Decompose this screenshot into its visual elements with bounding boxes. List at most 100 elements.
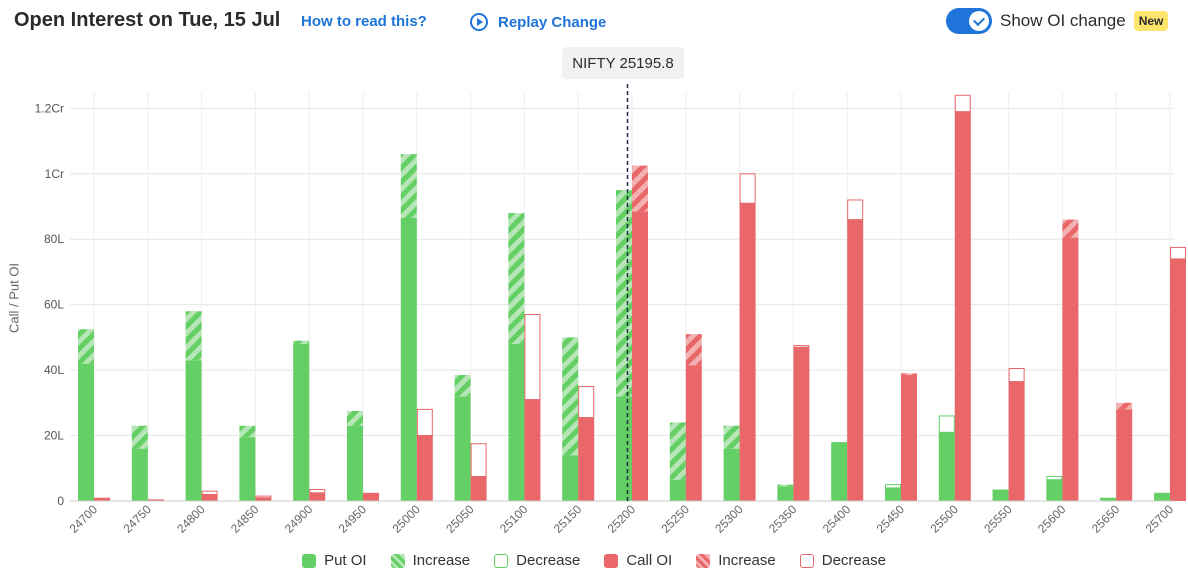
call-oi-decrease-bar[interactable]	[739, 173, 756, 204]
legend-item-put-solid[interactable]: Put OI	[302, 552, 367, 569]
call-oi-bar[interactable]	[632, 211, 648, 502]
call-oi-bar[interactable]	[1116, 409, 1133, 501]
show-oi-change-toggle[interactable]	[946, 8, 992, 34]
put-oi-bar[interactable]	[508, 343, 525, 501]
call-oi-decrease-bar[interactable]	[255, 495, 272, 499]
call-oi-decrease-bar[interactable]	[309, 489, 326, 494]
put-oi-increase-bar[interactable]	[616, 190, 632, 397]
call-oi-bar[interactable]	[847, 219, 864, 501]
put-oi-bar[interactable]	[131, 448, 148, 501]
call-oi-bar[interactable]	[416, 435, 433, 501]
legend-item-call-decrease[interactable]: Decrease	[799, 552, 886, 569]
call-oi-increase-bar[interactable]	[1062, 219, 1079, 238]
put-oi-increase-bar[interactable]	[508, 213, 525, 344]
call-oi-bar[interactable]	[255, 497, 272, 501]
call-oi-decrease-bar[interactable]	[793, 345, 810, 348]
put-oi-bar[interactable]	[78, 363, 94, 501]
call-oi-decrease-bar[interactable]	[524, 313, 541, 401]
call-oi-bar[interactable]	[1008, 381, 1025, 501]
legend-item-put-decrease[interactable]: Decrease	[494, 552, 580, 569]
call-oi-increase-bar[interactable]	[901, 373, 917, 376]
call-oi-decrease-bar[interactable]	[578, 385, 595, 419]
call-oi-decrease-bar[interactable]	[1170, 246, 1186, 260]
call-oi-bar[interactable]	[201, 494, 218, 501]
put-oi-increase-bar[interactable]	[131, 425, 148, 449]
put-oi-increase-bar[interactable]	[239, 425, 256, 438]
put-oi-bar[interactable]	[454, 396, 471, 501]
call-oi-bar[interactable]	[470, 476, 487, 501]
x-tick-label: 25700	[1143, 502, 1177, 536]
put-oi-bar[interactable]	[1154, 492, 1170, 501]
legend-item-put-increase[interactable]: Increase	[390, 552, 471, 569]
put-oi-bar[interactable]	[1046, 479, 1063, 501]
put-oi-bar[interactable]	[669, 479, 686, 501]
put-oi-bar[interactable]	[185, 360, 202, 501]
put-oi-increase-bar[interactable]	[185, 311, 202, 361]
call-oi-decrease-bar[interactable]	[416, 408, 433, 437]
put-oi-bar[interactable]	[293, 343, 310, 501]
y-tick-label: 40L	[44, 363, 64, 377]
call-oi-bar[interactable]	[309, 492, 326, 501]
call-oi-bar[interactable]	[1062, 237, 1079, 501]
call-oi-bar[interactable]	[94, 497, 110, 501]
call-oi-bar[interactable]	[147, 499, 164, 501]
call-oi-bar[interactable]	[363, 492, 379, 501]
call-oi-bar[interactable]	[578, 417, 595, 501]
put-oi-decrease-bar[interactable]	[938, 415, 955, 433]
legend-item-call-solid[interactable]: Call OI	[604, 552, 672, 569]
put-oi-increase-bar[interactable]	[400, 154, 417, 218]
call-oi-decrease-bar[interactable]	[847, 199, 864, 221]
call-oi-bar[interactable]	[524, 399, 541, 501]
put-oi-bar[interactable]	[1100, 497, 1117, 501]
put-oi-bar[interactable]	[992, 489, 1009, 501]
call-oi-increase-bar[interactable]	[632, 165, 648, 212]
call-oi-decrease-bar[interactable]	[470, 443, 487, 477]
call-oi-bar[interactable]	[954, 111, 971, 501]
put-oi-increase-bar[interactable]	[78, 329, 94, 364]
put-oi-bar[interactable]	[831, 442, 848, 501]
replay-change-label: Replay Change	[498, 13, 607, 31]
put-oi-bar[interactable]	[885, 487, 901, 501]
put-oi-decrease-bar[interactable]	[1046, 475, 1063, 481]
put-oi-bar[interactable]	[562, 455, 579, 501]
legend-swatch	[696, 553, 711, 568]
call-oi-bar[interactable]	[685, 365, 702, 501]
legend-label: Increase	[412, 552, 471, 569]
put-oi-increase-bar[interactable]	[562, 337, 579, 456]
put-oi-bar[interactable]	[616, 396, 632, 501]
put-oi-increase-bar[interactable]	[293, 340, 310, 344]
put-oi-decrease-bar[interactable]	[885, 484, 901, 489]
call-oi-decrease-bar[interactable]	[201, 490, 218, 495]
put-oi-increase-bar[interactable]	[669, 422, 686, 480]
call-oi-bar[interactable]	[739, 203, 756, 502]
put-oi-increase-bar[interactable]	[723, 425, 740, 449]
put-oi-increase-bar[interactable]	[347, 411, 363, 426]
replay-change-button[interactable]: Replay Change	[470, 13, 606, 31]
y-tick-label: 1.2Cr	[35, 101, 64, 115]
put-oi-bar[interactable]	[347, 425, 363, 501]
put-oi-bar[interactable]	[239, 437, 256, 501]
x-tick-label: 25350	[766, 502, 800, 536]
legend-item-call-increase[interactable]: Increase	[696, 552, 776, 569]
put-oi-bar[interactable]	[777, 486, 794, 501]
x-tick-label: 25600	[1035, 502, 1069, 536]
put-oi-increase-bar[interactable]	[777, 484, 794, 487]
call-oi-decrease-bar[interactable]	[954, 94, 971, 113]
y-tick-label: 60L	[44, 298, 64, 312]
x-tick-label: 24750	[120, 502, 154, 536]
put-oi-bar[interactable]	[723, 448, 740, 501]
put-oi-bar[interactable]	[938, 432, 955, 501]
x-tick-label: 25200	[605, 502, 639, 536]
put-oi-increase-bar[interactable]	[454, 375, 471, 397]
call-oi-decrease-bar[interactable]	[1008, 367, 1025, 383]
how-to-read-link[interactable]: How to read this?	[301, 13, 427, 30]
call-oi-increase-bar[interactable]	[685, 334, 702, 366]
call-oi-bar[interactable]	[793, 347, 810, 501]
call-oi-bar[interactable]	[901, 375, 917, 501]
show-oi-change-label: Show OI change	[1000, 11, 1126, 30]
call-oi-increase-bar[interactable]	[1116, 402, 1133, 410]
call-oi-bar[interactable]	[1170, 258, 1186, 501]
x-tick-label: 24700	[67, 502, 101, 536]
x-tick-label: 25100	[497, 502, 531, 536]
put-oi-bar[interactable]	[400, 217, 417, 502]
